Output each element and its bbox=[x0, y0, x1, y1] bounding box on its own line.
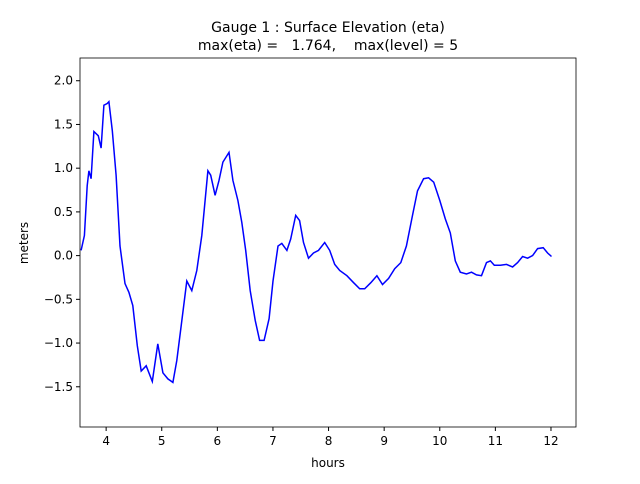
chart-subtitle: max(eta) = 1.764, max(level) = 5 bbox=[198, 38, 458, 54]
y-tick-label: −0.5 bbox=[44, 292, 73, 306]
x-tick-label: 11 bbox=[488, 434, 503, 448]
y-tick-label: −1.5 bbox=[44, 380, 73, 394]
y-tick-label: 0.0 bbox=[54, 249, 73, 263]
x-tick-label: 6 bbox=[214, 434, 222, 448]
y-tick-label: 1.0 bbox=[54, 161, 73, 175]
y-tick-label: −1.0 bbox=[44, 336, 73, 350]
y-tick-label: 1.5 bbox=[54, 117, 73, 131]
y-tick-label: 0.5 bbox=[54, 205, 73, 219]
y-axis-label: meters bbox=[17, 222, 31, 264]
plot-frame bbox=[79, 57, 577, 428]
x-tick-label: 9 bbox=[380, 434, 388, 448]
x-axis-label: hours bbox=[311, 456, 345, 470]
x-tick-label: 5 bbox=[158, 434, 166, 448]
x-tick-label: 10 bbox=[432, 434, 447, 448]
x-tick-label: 7 bbox=[269, 434, 277, 448]
x-tick-label: 4 bbox=[102, 434, 110, 448]
y-tick-label: 2.0 bbox=[54, 74, 73, 88]
chart-title: Gauge 1 : Surface Elevation (eta) bbox=[211, 20, 445, 36]
x-tick-label: 8 bbox=[325, 434, 333, 448]
x-tick-label: 12 bbox=[543, 434, 558, 448]
series-line bbox=[80, 100, 553, 385]
